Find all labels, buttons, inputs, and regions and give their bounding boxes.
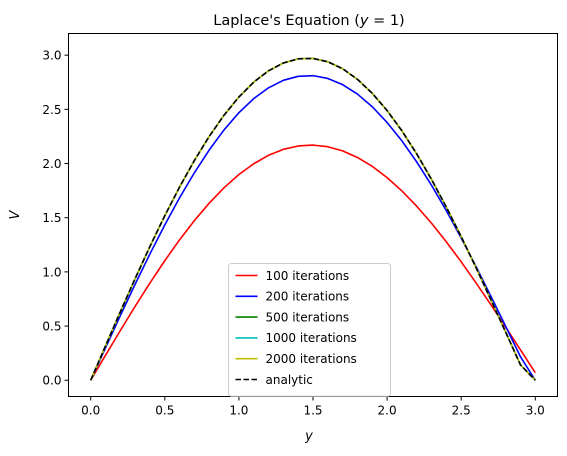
y-tick-label: 0.0 bbox=[42, 374, 61, 388]
y-axis-label: V bbox=[8, 209, 23, 219]
legend-label: 200 iterations bbox=[266, 290, 350, 304]
x-tick-label: 1.0 bbox=[229, 404, 248, 418]
y-tick-label: 3.0 bbox=[42, 49, 61, 63]
legend-label: analytic bbox=[266, 373, 313, 387]
y-tick-label: 1.5 bbox=[42, 211, 61, 225]
x-tick-label: 1.5 bbox=[303, 404, 322, 418]
x-tick-label: 0.5 bbox=[155, 404, 174, 418]
legend-label: 500 iterations bbox=[266, 310, 350, 324]
series-line-5 bbox=[89, 57, 536, 381]
y-axis: 0.0 0.5 1.0 1.5 2.0 2.5 3.0 bbox=[42, 49, 69, 388]
y-tick-label: 0.5 bbox=[42, 320, 61, 334]
legend: 100 iterations 200 iterations 500 iteratio… bbox=[228, 263, 391, 397]
x-tick-label: 2.5 bbox=[452, 404, 471, 418]
y-tick-label: 2.5 bbox=[42, 103, 61, 117]
chart-title: Laplace's Equation (y = 1) bbox=[213, 13, 404, 29]
x-axis-label: y bbox=[304, 429, 313, 444]
legend-label: 100 iterations bbox=[266, 269, 350, 283]
plot-lines bbox=[89, 57, 536, 381]
x-tick-label: 3.0 bbox=[526, 404, 545, 418]
series-line-0 bbox=[90, 144, 536, 381]
legend-label: 1000 iterations bbox=[266, 331, 357, 345]
y-tick-label: 1.0 bbox=[42, 265, 61, 279]
legend-box bbox=[228, 263, 391, 397]
legend-label: 2000 iterations bbox=[266, 352, 357, 366]
y-tick-label: 2.0 bbox=[42, 157, 61, 171]
x-tick-label: 2.0 bbox=[378, 404, 397, 418]
x-tick-label: 0.0 bbox=[81, 404, 100, 418]
x-axis: 0.0 0.5 1.0 1.5 2.0 2.5 3.0 bbox=[81, 396, 545, 418]
